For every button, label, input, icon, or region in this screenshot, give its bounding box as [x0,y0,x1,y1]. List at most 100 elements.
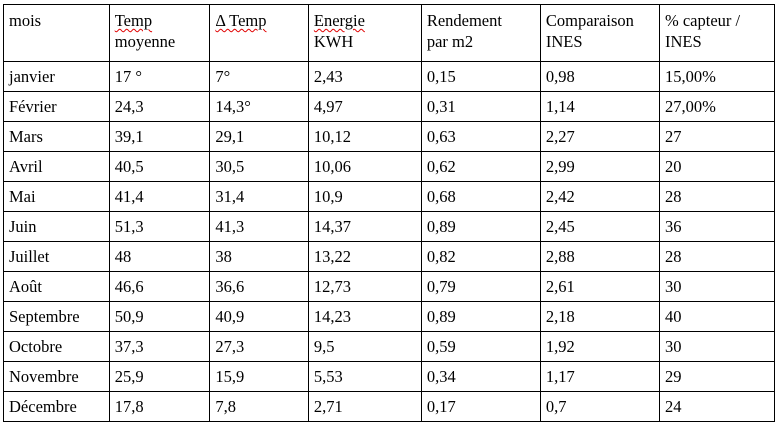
table-cell-delta-temp: 29,1 [209,121,309,152]
table-row: Février 24,3 14,3° 4,97 0,31 1,14 27,00% [3,91,776,122]
table-cell-energie: 9,5 [307,331,422,362]
data-table: mois Temp moyenne Δ Temp Energie KWH Ren… [3,4,776,422]
table-cell-delta-temp: 7° [209,61,309,92]
table-cell-energie: 4,97 [307,91,422,122]
table-cell-mois: Novembre [3,361,110,392]
table-cell-mois: Août [3,271,110,302]
table-cell-temp-moyenne: 51,3 [108,211,211,242]
table-cell-rendement: 0,62 [420,151,541,182]
table-cell-temp-moyenne: 39,1 [108,121,211,152]
table-cell-delta-temp: 30,5 [209,151,309,182]
table-cell-delta-temp: 27,3 [209,331,309,362]
table-header-row: mois Temp moyenne Δ Temp Energie KWH Ren… [3,4,776,62]
header-label-line2: INES [664,32,702,51]
table-row: Mai 41,4 31,4 10,9 0,68 2,42 28 [3,181,776,212]
table-cell-capteur: 29 [658,361,776,392]
table-cell-energie: 10,12 [307,121,422,152]
table-cell-temp-moyenne: 25,9 [108,361,211,392]
table-cell-mois: Décembre [3,391,110,422]
table-cell-comparaison: 2,18 [539,301,660,332]
table-cell-capteur: 20 [658,151,776,182]
table-cell-rendement: 0,34 [420,361,541,392]
table-row: Septembre 50,9 40,9 14,23 0,89 2,18 40 [3,301,776,332]
table-cell-mois: Février [3,91,110,122]
header-label: Energie [313,11,365,30]
table-row: Avril 40,5 30,5 10,06 0,62 2,99 20 [3,151,776,182]
table-cell-energie: 10,9 [307,181,422,212]
header-cell-rendement: Rendement par m2 [420,4,541,62]
table-cell-rendement: 0,15 [420,61,541,92]
header-label: Rendement [426,11,502,30]
table-cell-energie: 12,73 [307,271,422,302]
header-label-line2: INES [545,32,583,51]
table-cell-temp-moyenne: 17,8 [108,391,211,422]
table-cell-delta-temp: 14,3° [209,91,309,122]
table-cell-rendement: 0,63 [420,121,541,152]
header-label-line2: moyenne [114,32,176,51]
table-cell-comparaison: 2,99 [539,151,660,182]
table-cell-delta-temp: 41,3 [209,211,309,242]
table-cell-mois: janvier [3,61,110,92]
table-cell-temp-moyenne: 24,3 [108,91,211,122]
table-cell-capteur: 30 [658,271,776,302]
table-cell-energie: 2,71 [307,391,422,422]
table-cell-delta-temp: 7,8 [209,391,309,422]
table-row: Juin 51,3 41,3 14,37 0,89 2,45 36 [3,211,776,242]
header-label: % capteur / [664,11,741,30]
header-label-line2: KWH [313,32,354,51]
table-cell-capteur: 28 [658,181,776,212]
table-cell-energie: 5,53 [307,361,422,392]
table-cell-capteur: 40 [658,301,776,332]
header-cell-comparaison: Comparaison INES [539,4,660,62]
table-cell-delta-temp: 38 [209,241,309,272]
table-cell-capteur: 24 [658,391,776,422]
table-cell-energie: 13,22 [307,241,422,272]
table-cell-mois: Avril [3,151,110,182]
table-cell-comparaison: 0,98 [539,61,660,92]
table-cell-rendement: 0,89 [420,211,541,242]
header-label: Δ Temp [215,11,267,30]
table-cell-capteur: 30 [658,331,776,362]
table-cell-comparaison: 2,45 [539,211,660,242]
table-row: Mars 39,1 29,1 10,12 0,63 2,27 27 [3,121,776,152]
header-cell-mois: mois [3,4,110,62]
table-cell-temp-moyenne: 41,4 [108,181,211,212]
table-cell-energie: 14,23 [307,301,422,332]
header-label: mois [9,11,42,30]
table-cell-rendement: 0,17 [420,391,541,422]
table-cell-mois: Juin [3,211,110,242]
table-row: Décembre 17,8 7,8 2,71 0,17 0,7 24 [3,391,776,422]
table-cell-temp-moyenne: 40,5 [108,151,211,182]
table-cell-energie: 14,37 [307,211,422,242]
table-cell-mois: Octobre [3,331,110,362]
header-label: Comparaison [545,11,634,30]
table-cell-temp-moyenne: 48 [108,241,211,272]
table-cell-temp-moyenne: 17 ° [108,61,211,92]
header-cell-temp-moyenne: Temp moyenne [108,4,211,62]
table-row: janvier 17 ° 7° 2,43 0,15 0,98 15,00% [3,61,776,92]
table-row: Octobre 37,3 27,3 9,5 0,59 1,92 30 [3,331,776,362]
table-cell-delta-temp: 31,4 [209,181,309,212]
table-cell-capteur: 28 [658,241,776,272]
table-cell-rendement: 0,89 [420,301,541,332]
table-cell-mois: Mai [3,181,110,212]
table-cell-comparaison: 1,92 [539,331,660,362]
table-cell-comparaison: 1,17 [539,361,660,392]
table-cell-rendement: 0,68 [420,181,541,212]
table-row: Juillet 48 38 13,22 0,82 2,88 28 [3,241,776,272]
table-cell-rendement: 0,59 [420,331,541,362]
table-cell-comparaison: 2,42 [539,181,660,212]
table-cell-mois: Septembre [3,301,110,332]
table-cell-temp-moyenne: 50,9 [108,301,211,332]
table-cell-capteur: 36 [658,211,776,242]
table-cell-delta-temp: 40,9 [209,301,309,332]
table-cell-comparaison: 2,88 [539,241,660,272]
table-cell-mois: Juillet [3,241,110,272]
table-cell-delta-temp: 36,6 [209,271,309,302]
table-cell-capteur: 27 [658,121,776,152]
header-cell-capteur: % capteur / INES [658,4,776,62]
table-cell-rendement: 0,82 [420,241,541,272]
table-cell-temp-moyenne: 46,6 [108,271,211,302]
table-body: janvier 17 ° 7° 2,43 0,15 0,98 15,00% Février 24… [3,61,776,422]
table-cell-comparaison: 1,14 [539,91,660,122]
